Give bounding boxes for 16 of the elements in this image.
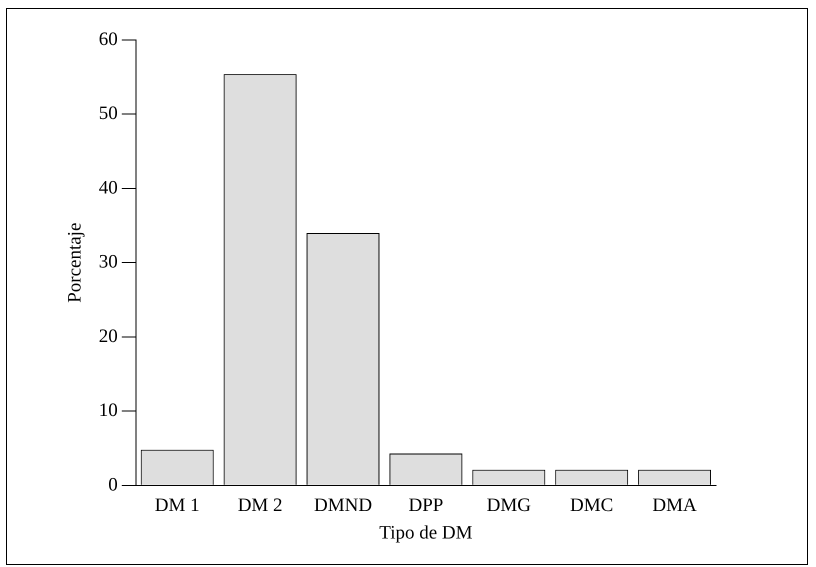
y-tick-label: 30 [98,252,118,273]
x-tick-label: DM 2 [238,494,283,516]
x-tick-label: DMC [570,494,614,516]
x-tick-label: DMA [652,494,697,516]
y-tick-label: 60 [98,28,118,50]
x-axis-title: Tipo de DM [379,522,473,544]
y-tick-label: 40 [98,177,118,198]
y-tick-label: 10 [98,400,118,422]
x-tick-label: DM 1 [154,494,200,516]
x-tick-label: DMG [486,494,532,516]
y-tick-label: 50 [98,103,118,124]
x-tick-label: DMND [314,494,372,516]
y-axis-title: Porcentaje [64,222,86,303]
y-tick-label: 20 [98,326,118,347]
y-tick-label: 0 [108,474,118,496]
x-tick-label: DPP [408,494,444,516]
